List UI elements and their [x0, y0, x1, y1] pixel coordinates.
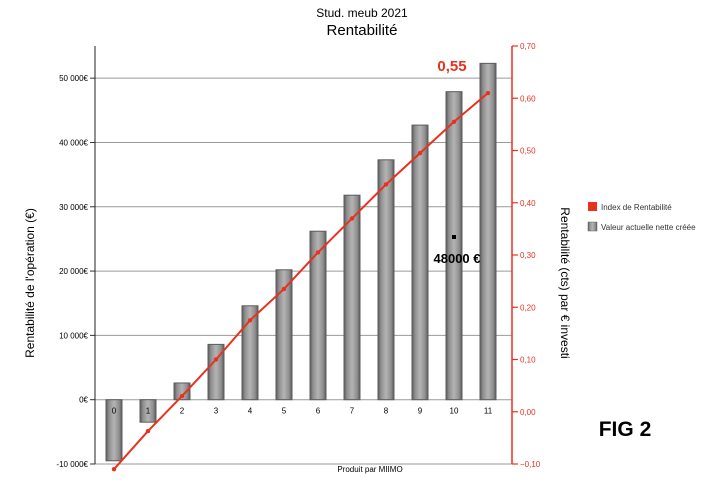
line-point — [485, 90, 491, 96]
annotation-rate-value: 0,55 — [437, 58, 466, 75]
line-point — [451, 119, 457, 124]
line-point — [247, 318, 253, 323]
bar-series — [105, 62, 497, 462]
annotation-marker — [452, 235, 456, 239]
x-tick-label: 4 — [248, 407, 253, 416]
x-tick-label: 2 — [180, 407, 185, 416]
line-point — [111, 467, 117, 472]
bar — [479, 62, 497, 401]
right-tick-label: 0,50 — [520, 147, 536, 156]
left-tick-label: 10 000€ — [59, 331, 88, 340]
axes: 50 000€ 40 000€ 30 000€ 20 000€ 10 000€ 0€ -10… — [56, 42, 540, 469]
right-tick-label: 0,60 — [520, 94, 536, 103]
left-tick-label: -10 000€ — [56, 460, 88, 469]
line-point — [315, 250, 321, 255]
line-series — [111, 90, 491, 472]
right-tick-label: 0,70 — [520, 42, 536, 51]
bar — [445, 91, 463, 401]
line-point — [349, 216, 355, 221]
bar — [377, 159, 395, 401]
x-tick-label: 0 — [112, 407, 117, 416]
y-axis-right-label: Rentabilité (cts) par € investi — [558, 207, 572, 358]
bar — [343, 194, 361, 401]
y-axis-left-label: Rentabilité de l'opération (€) — [23, 208, 37, 358]
left-tick-label: 50 000€ — [59, 74, 88, 83]
line-point — [179, 393, 185, 399]
line-point — [417, 150, 423, 156]
rentabilite-index-line — [113, 92, 489, 470]
bar — [173, 382, 191, 401]
x-tick-label: 5 — [282, 407, 287, 416]
bar — [241, 305, 259, 401]
bar — [139, 399, 157, 423]
right-tick-label: 0,20 — [520, 303, 536, 312]
line-point — [383, 182, 389, 187]
left-tick-label: 20 000€ — [59, 267, 88, 276]
x-tick-label: 7 — [350, 407, 355, 416]
chart-supertitle: Stud. meub 2021 — [316, 6, 408, 20]
right-tick-label: −0,10 — [520, 460, 541, 469]
x-tick-label: 1 — [146, 407, 151, 416]
left-tick-label: 40 000€ — [59, 138, 88, 147]
figure-label: FIG 2 — [599, 418, 652, 441]
right-tick-label: 0,10 — [520, 356, 536, 365]
legend-swatch-bar — [587, 221, 598, 232]
x-axis-label: Produit par MIIMO — [337, 465, 402, 474]
x-tick-label: 10 — [450, 407, 459, 416]
line-point — [213, 357, 219, 362]
x-tick-label: 8 — [384, 407, 389, 416]
legend-swatch-line — [588, 202, 597, 211]
x-tick-label: 6 — [316, 407, 321, 416]
bar — [105, 399, 123, 462]
chart-title: Rentabilité — [327, 22, 398, 39]
bar — [207, 343, 225, 401]
line-point — [281, 286, 287, 292]
left-tick-label: 0€ — [79, 396, 88, 405]
annotation-value-label: 48000 € — [434, 251, 481, 266]
legend-label-bar: Valeur actuelle nette créée — [601, 223, 696, 232]
right-tick-label: 0,00 — [520, 408, 536, 417]
legend-label-line: Index de Rentabilité — [601, 203, 672, 212]
right-tick-label: 0,30 — [520, 251, 536, 260]
x-tick-label: 11 — [484, 407, 493, 416]
bar — [411, 124, 429, 401]
line-point — [145, 428, 151, 434]
x-tick-label: 3 — [214, 407, 219, 416]
bar — [275, 269, 293, 401]
legend: Index de Rentabilité Valeur actuelle net… — [587, 202, 696, 232]
grid-lines — [95, 77, 512, 465]
x-tick-label: 9 — [418, 407, 423, 416]
right-tick-label: 0,40 — [520, 199, 536, 208]
left-tick-label: 30 000€ — [59, 203, 88, 212]
bar — [309, 230, 327, 401]
